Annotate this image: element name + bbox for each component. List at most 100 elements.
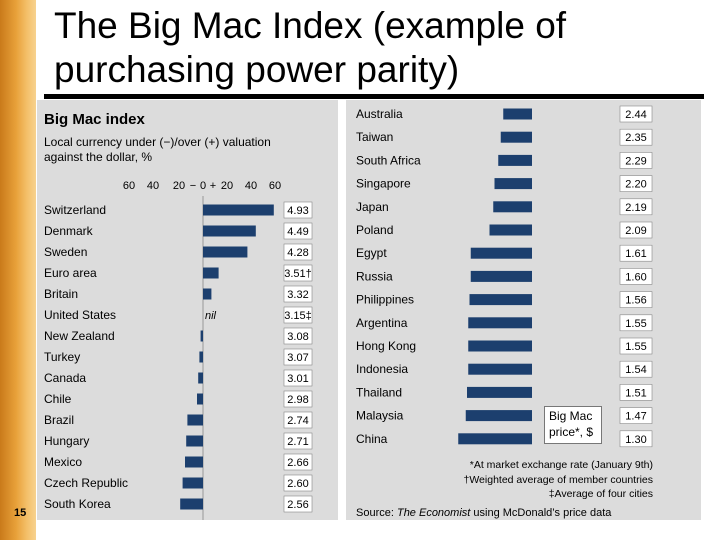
chart-subtitle: Local currency under (−)/over (+) valuat… <box>44 135 271 164</box>
country-label-china: China <box>356 432 388 446</box>
chart-column-divider <box>338 100 346 520</box>
source-suffix: using McDonald’s price data <box>470 507 612 519</box>
price-label-hungary: 2.71 <box>287 436 308 448</box>
country-label-indonesia: Indonesia <box>356 362 408 376</box>
price-box-new-zealand <box>283 327 313 345</box>
price-box-argentina <box>619 314 653 332</box>
country-label-philippines: Philippines <box>356 293 414 307</box>
bar-south-korea <box>180 498 203 510</box>
price-box-egypt <box>619 244 653 262</box>
chart-title: Big Mac index <box>44 111 145 128</box>
title-underline <box>44 94 704 99</box>
price-label-hong-kong: 1.55 <box>625 341 646 353</box>
price-label-china: 1.30 <box>625 434 646 446</box>
price-box-hong-kong <box>619 337 653 355</box>
price-label-japan: 2.19 <box>625 202 646 214</box>
country-label-new-zealand: New Zealand <box>44 329 115 343</box>
slide-title: The Big Mac Index (example of purchasing… <box>54 4 704 92</box>
bar-argentina <box>468 317 532 329</box>
bar-hong-kong <box>468 340 532 352</box>
price-box-united-states <box>283 306 313 324</box>
country-label-south-africa: South Africa <box>356 153 421 167</box>
price-label-sweden: 4.28 <box>287 247 308 259</box>
price-box-brazil <box>283 411 313 429</box>
axis-tick-label: 60 <box>123 180 135 192</box>
bar-brazil <box>187 414 203 426</box>
price-label-brazil: 2.74 <box>287 415 308 427</box>
big-mac-chart: 60 40 20−0 +20 40 60 Switzerland 4.93 Denmark 4.4… <box>37 100 701 520</box>
price-box-china <box>619 430 653 448</box>
source-name: The Economist <box>396 507 471 519</box>
country-label-argentina: Argentina <box>356 316 408 330</box>
bar-turkey <box>199 351 203 363</box>
country-label-sweden: Sweden <box>44 245 87 259</box>
axis-tick-label: 60 <box>269 180 281 192</box>
country-label-chile: Chile <box>44 392 72 406</box>
bar-taiwan <box>500 131 532 143</box>
bar-euro-area <box>203 267 219 279</box>
price-box-euro-area <box>283 264 313 282</box>
price-label-poland: 2.09 <box>625 225 646 237</box>
country-label-turkey: Turkey <box>44 350 80 364</box>
footnote-exchange-rate: *At market exchange rate (January 9th) <box>469 459 653 471</box>
axis-tick-label: 20 <box>173 180 185 192</box>
country-label-russia: Russia <box>356 269 393 283</box>
price-box-turkey <box>283 348 313 366</box>
price-label-euro-area: 3.51† <box>284 268 312 280</box>
nil-label: nil <box>205 310 217 322</box>
country-label-mexico: Mexico <box>44 455 82 469</box>
price-box-south-africa <box>619 152 653 169</box>
price-label-new-zealand: 3.08 <box>287 331 308 343</box>
bar-thailand <box>467 386 532 398</box>
price-label-russia: 1.60 <box>625 271 646 283</box>
price-box-denmark <box>283 222 313 240</box>
country-label-taiwan: Taiwan <box>356 130 393 144</box>
price-box-poland <box>619 221 653 239</box>
country-label-hong-kong: Hong Kong <box>356 339 416 353</box>
footnote-weighted-average: †Weighted average of member countries <box>463 474 654 486</box>
price-label-argentina: 1.55 <box>625 318 646 330</box>
price-label-switzerland: 4.93 <box>287 205 308 217</box>
bar-japan <box>493 201 532 213</box>
bar-mexico <box>185 456 203 468</box>
price-box-chile <box>283 390 313 408</box>
bar-new-zealand <box>200 330 203 342</box>
bar-czech-republic <box>182 477 203 489</box>
country-label-south-korea: South Korea <box>44 497 111 511</box>
country-label-united-states: United States <box>44 308 116 322</box>
price-box-malaysia <box>619 407 653 424</box>
country-label-japan: Japan <box>356 200 389 214</box>
price-box-thailand <box>619 384 653 401</box>
price-label-egypt: 1.61 <box>625 248 646 260</box>
price-label-mexico: 2.66 <box>287 457 308 469</box>
price-box-south-korea <box>283 495 313 513</box>
bar-egypt <box>470 247 532 259</box>
axis-tick-label: 0 <box>200 180 206 192</box>
bar-indonesia <box>468 363 532 375</box>
price-box-singapore <box>619 175 653 192</box>
price-label-chile: 2.98 <box>287 394 308 406</box>
axis-tick-label: 40 <box>147 180 159 192</box>
bar-malaysia <box>465 410 532 422</box>
country-label-malaysia: Malaysia <box>356 409 404 423</box>
country-label-denmark: Denmark <box>44 224 94 238</box>
decorative-side-stripe <box>0 0 36 540</box>
bar-china <box>458 433 532 445</box>
bar-poland <box>489 224 532 236</box>
bar-denmark <box>203 225 256 237</box>
price-label-taiwan: 2.35 <box>625 132 646 144</box>
axis-tick-label: 40 <box>245 180 257 192</box>
price-label-thailand: 1.51 <box>625 387 646 399</box>
price-label-singapore: 2.20 <box>625 179 646 191</box>
country-label-poland: Poland <box>356 223 393 237</box>
country-label-australia: Australia <box>356 107 403 121</box>
price-box-britain <box>283 285 313 303</box>
price-box-indonesia <box>619 360 653 378</box>
axis-tick-label: + <box>210 180 216 192</box>
country-label-thailand: Thailand <box>356 385 402 399</box>
price-box-taiwan <box>619 128 653 146</box>
axis-tick-label: − <box>190 180 196 192</box>
country-label-britain: Britain <box>44 287 78 301</box>
price-label-malaysia: 1.47 <box>625 411 646 423</box>
